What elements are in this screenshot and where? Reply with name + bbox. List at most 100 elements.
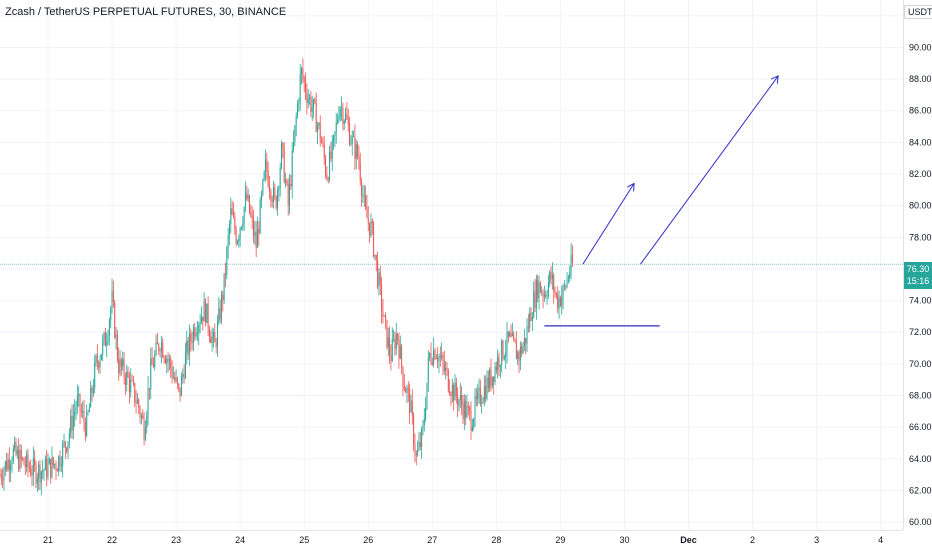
candle-body: [51, 457, 53, 478]
candle-body: [557, 294, 559, 309]
candle-body: [441, 354, 443, 358]
candle-body: [465, 401, 467, 418]
candle-body: [471, 427, 473, 431]
candle-body: [210, 336, 212, 343]
candle-body: [166, 358, 168, 364]
candle-body: [551, 274, 553, 280]
candle-body: [170, 358, 172, 369]
candle-body: [481, 403, 483, 405]
candle-body: [438, 356, 440, 362]
candle-body: [337, 120, 339, 123]
candle-body: [16, 450, 18, 455]
candle-body: [357, 144, 359, 157]
candle-body: [566, 279, 568, 287]
candle-body: [306, 93, 308, 104]
candle-body: [457, 396, 459, 406]
candle-body: [139, 408, 141, 418]
candle-body: [342, 107, 344, 124]
x-tick-label: 27: [427, 535, 437, 545]
candle-body: [531, 317, 533, 321]
target-arrow[interactable]: [582, 184, 634, 265]
candle-body: [379, 272, 381, 285]
candle-body: [467, 406, 469, 408]
candle-body: [99, 359, 101, 368]
candle-body: [54, 464, 56, 465]
candle-body: [38, 464, 40, 479]
candle-body: [435, 357, 437, 359]
currency-label[interactable]: USDT: [904, 5, 932, 19]
candle-body: [6, 461, 8, 470]
candle-body: [83, 410, 85, 423]
candle-body: [346, 114, 348, 119]
candle-body: [393, 338, 395, 340]
candle-body: [341, 107, 343, 109]
candle-body: [442, 354, 444, 363]
candle-body: [497, 357, 499, 371]
x-tick-label: Dec: [680, 535, 697, 545]
candle-body: [411, 400, 413, 416]
x-tick-label: 30: [619, 535, 629, 545]
candle-body: [175, 377, 177, 381]
candle-body: [277, 189, 279, 209]
candle-body: [294, 125, 296, 142]
candle-body: [118, 359, 120, 373]
candle-body: [493, 376, 495, 383]
candle-body: [385, 315, 387, 320]
candle-body: [261, 194, 262, 201]
candle-body: [242, 223, 244, 227]
time-axis[interactable]: 21 22 23 24 25 26 27 28 29 30 Dec 2 3 4: [43, 535, 883, 545]
candle-body: [44, 458, 46, 471]
candle-body: [236, 241, 238, 244]
candle-body: [461, 395, 463, 405]
candle-body: [505, 351, 507, 357]
x-tick-label: 2: [750, 535, 755, 545]
candle-body: [102, 340, 104, 355]
candle-body: [381, 284, 383, 311]
candle-body: [378, 272, 380, 287]
candle-body: [327, 179, 329, 181]
candle-body: [302, 68, 304, 78]
candle-body: [345, 114, 347, 122]
candle-body: [244, 193, 246, 208]
candle-body: [369, 222, 371, 236]
candle-body: [383, 315, 385, 317]
candle-body: [279, 167, 281, 189]
candle-body: [132, 380, 134, 384]
candle-body: [325, 158, 327, 175]
candle-body: [198, 324, 200, 334]
y-tick-label: 66.00: [909, 422, 932, 432]
candle-body: [314, 99, 316, 103]
candle-body: [290, 184, 292, 187]
candle-body: [228, 223, 230, 236]
candle-body: [291, 150, 293, 187]
y-tick-label: 62.00: [909, 485, 932, 495]
candle-body: [230, 208, 232, 224]
candle-body: [48, 459, 50, 465]
candle-body: [399, 345, 401, 359]
trend-drawings[interactable]: [544, 76, 778, 327]
candle-body: [303, 77, 305, 82]
candle-body: [338, 116, 340, 121]
candle-body: [194, 328, 196, 337]
candle-body: [224, 273, 226, 275]
symbol-title[interactable]: Zcash / TetherUS PERPETUAL FUTURES, 30, …: [5, 6, 287, 18]
candle-body: [174, 377, 176, 381]
candle-body: [474, 396, 476, 420]
candle-body: [569, 272, 571, 279]
candle-body: [286, 180, 288, 184]
candle-body: [427, 357, 429, 383]
candle-body: [295, 116, 297, 126]
x-tick-label: 26: [363, 535, 373, 545]
candle-body: [329, 151, 331, 181]
candle-body: [281, 143, 283, 168]
candle-body: [539, 282, 541, 293]
candle-body: [160, 342, 162, 352]
candle-body: [42, 470, 44, 472]
target-arrow[interactable]: [640, 76, 778, 265]
candle-body: [374, 254, 376, 257]
candle-body: [11, 461, 13, 466]
candle-body: [76, 395, 78, 408]
candle-body: [86, 412, 88, 436]
candle-body: [269, 186, 271, 191]
